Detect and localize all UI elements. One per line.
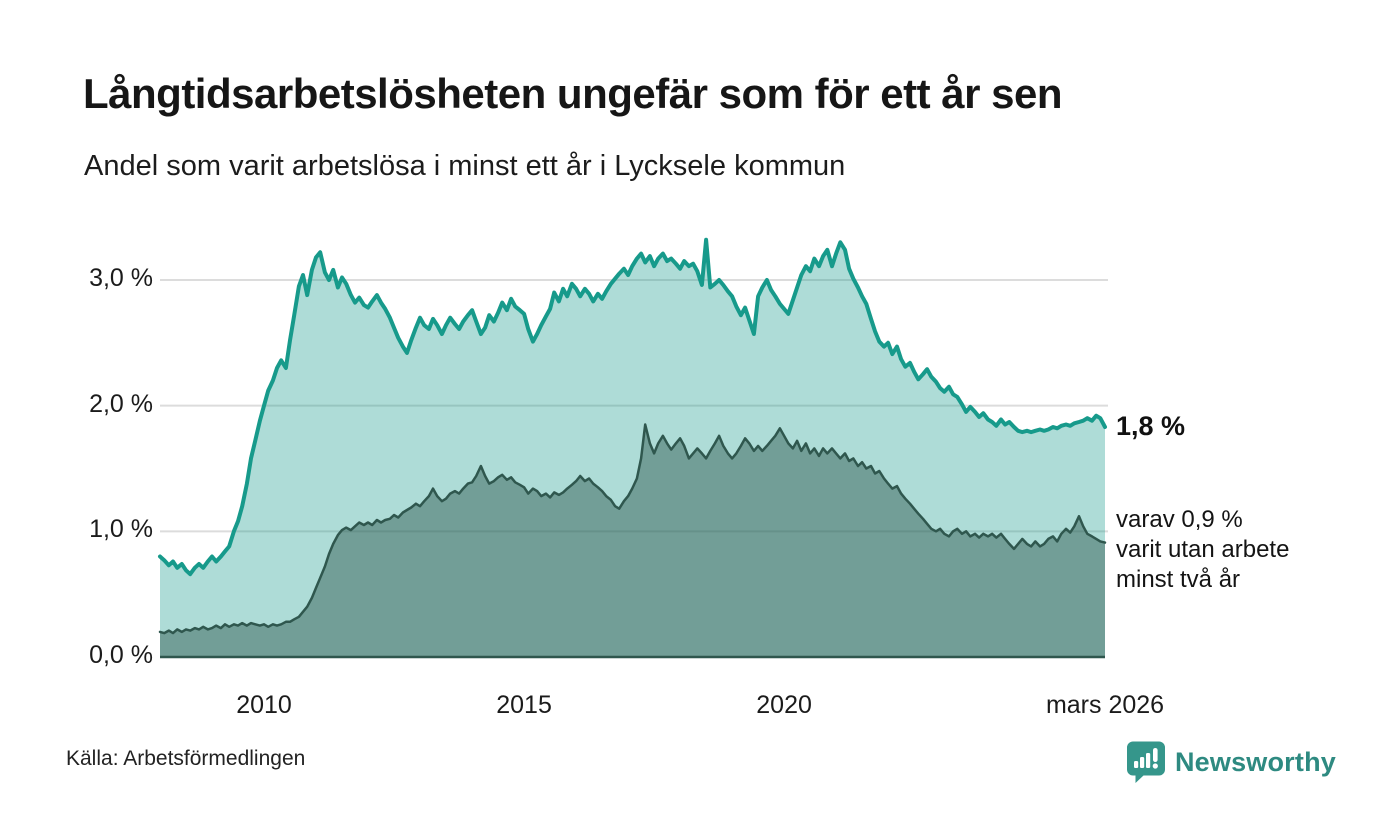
- latest-subvalue-label: varav 0,9 % varit utan arbete minst två …: [1116, 505, 1289, 595]
- latest-subvalue-line: minst två år: [1116, 566, 1241, 593]
- newsworthy-brand-name: Newsworthy: [1174, 746, 1336, 777]
- series-line: [158, 237, 1107, 577]
- latest-value-label: 1,8 %: [1116, 411, 1186, 441]
- latest-subvalue-line: varav 0,9 %: [1116, 506, 1243, 533]
- x-tick-label: 2010: [236, 691, 292, 719]
- newsworthy-logo-icon: [1126, 741, 1165, 783]
- series-line: [158, 423, 1107, 635]
- x-tick-label: mars 2026: [1045, 691, 1165, 719]
- area-fill: [160, 424, 1105, 657]
- newsworthy-brand: Newsworthy: [1126, 740, 1336, 784]
- y-tick-label: 1,0 %: [89, 515, 153, 544]
- page-title: Långtidsarbetslösheten ungefär som för e…: [83, 70, 1063, 117]
- chart-subtitle: Andel som varit arbetslösa i minst ett å…: [84, 150, 846, 182]
- latest-subvalue-line: varit utan arbete: [1116, 536, 1290, 563]
- x-tick-label: 2020: [756, 691, 812, 719]
- source-attribution: Källa: Arbetsförmedlingen: [66, 747, 306, 770]
- area-fill: [160, 239, 1105, 658]
- y-tick-label: 3,0 %: [89, 263, 153, 292]
- x-tick-label: 2015: [496, 691, 552, 719]
- y-tick-label: 0,0 %: [89, 641, 153, 669]
- y-tick-label: 2,0 %: [89, 389, 153, 418]
